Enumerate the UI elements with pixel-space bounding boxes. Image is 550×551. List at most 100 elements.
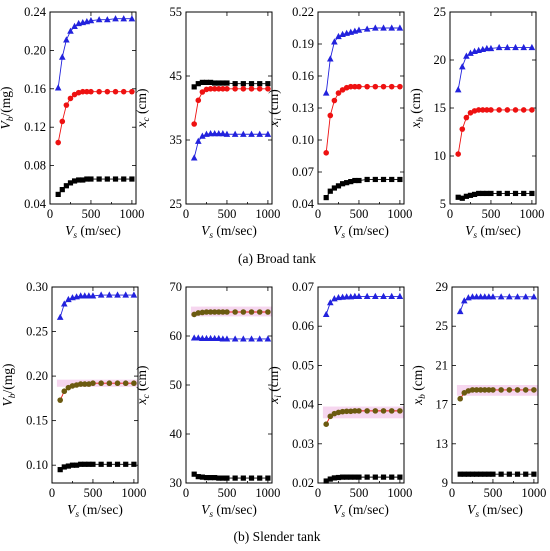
data-point: [114, 380, 121, 387]
data-point: [77, 381, 84, 387]
data-point: [199, 474, 205, 480]
y-tick-label: 0.10: [26, 458, 48, 472]
y-axis-label: xi (cm): [266, 89, 284, 128]
series-blue-triangle: [454, 43, 536, 93]
x-tick-label: 0: [183, 207, 189, 221]
data-point: [323, 150, 329, 156]
series-line: [325, 179, 400, 198]
y-tick-label: 30: [170, 476, 183, 490]
data-point: [207, 475, 214, 481]
data-point: [130, 291, 138, 298]
data-point: [388, 24, 396, 31]
x-tick-label: 500: [484, 486, 503, 500]
y-tick-label: 0.30: [26, 280, 48, 294]
data-point: [240, 81, 246, 87]
data-point: [380, 83, 387, 90]
data-point: [335, 90, 342, 96]
data-point: [256, 309, 263, 315]
data-point: [88, 88, 94, 95]
data-point: [191, 121, 197, 127]
data-point: [223, 335, 231, 342]
x-tick-label: 1000: [119, 207, 144, 221]
data-point: [265, 309, 271, 315]
data-point: [469, 387, 476, 393]
x-tick-label: 500: [84, 486, 103, 500]
series-blue-triangle: [190, 130, 272, 161]
plot-frame: [185, 11, 273, 205]
data-point: [488, 190, 494, 197]
series-olive-circle: [323, 408, 403, 428]
data-point: [76, 177, 82, 183]
chart-panel-b2: 0 500 1000 30 40 50 60 70 Vs (m/sec) xc (cm): [134, 280, 280, 520]
y-tick-label: 0.15: [26, 414, 48, 428]
data-point: [128, 15, 136, 22]
data-point: [58, 53, 66, 60]
data-point: [454, 86, 462, 93]
series-olive-circle: [191, 309, 271, 318]
data-point: [56, 313, 64, 320]
data-point: [257, 475, 263, 481]
data-point: [363, 25, 371, 32]
y-tick-label: 0.03: [292, 437, 314, 451]
series-blue-triangle: [54, 15, 136, 91]
data-point: [475, 107, 482, 113]
data-point: [224, 309, 230, 315]
data-point: [504, 107, 511, 113]
data-point: [496, 107, 502, 113]
data-point: [344, 180, 350, 186]
data-point: [372, 474, 378, 480]
data-point: [112, 88, 119, 95]
y-axis-label: Vb/(mg): [0, 87, 16, 130]
data-point: [215, 334, 223, 342]
data-point: [389, 176, 395, 183]
x-axis-label: Vs (m/sec): [333, 223, 389, 241]
y-tick-label: 0.20: [26, 369, 48, 383]
data-point: [514, 471, 521, 477]
x-tick-label: 0: [49, 486, 55, 500]
data-point: [129, 176, 135, 182]
y-axis-label: xc (cm): [134, 88, 152, 128]
series-black-square: [57, 461, 137, 473]
data-point: [232, 475, 238, 481]
data-point: [59, 187, 65, 193]
series-blue-triangle: [322, 292, 404, 318]
data-point: [484, 107, 490, 113]
x-tick-label: 500: [218, 486, 237, 500]
data-point: [73, 462, 80, 468]
data-point: [215, 86, 222, 92]
data-point: [63, 36, 70, 43]
data-point: [248, 335, 255, 342]
y-tick-label: 0.10: [292, 133, 314, 147]
y-tick-label: 5: [440, 197, 446, 211]
y-tick-label: 40: [170, 427, 183, 441]
series-olive-circle: [57, 380, 137, 403]
data-point: [89, 292, 97, 299]
y-tick-label: 0.05: [292, 358, 314, 372]
data-point: [529, 107, 535, 113]
data-point: [397, 176, 403, 183]
data-point: [203, 475, 210, 481]
data-point: [96, 88, 102, 95]
data-point: [380, 408, 387, 414]
series-red-circle: [55, 88, 135, 146]
data-point: [98, 380, 104, 387]
data-point: [363, 292, 371, 300]
data-point: [322, 310, 330, 318]
data-point: [90, 380, 96, 387]
data-point: [388, 408, 395, 414]
data-point: [372, 176, 378, 183]
data-point: [355, 26, 363, 33]
data-point: [478, 471, 484, 477]
highlight-band: [456, 385, 538, 396]
y-axis-label: xi (cm): [266, 366, 284, 405]
data-point: [531, 471, 537, 477]
data-point: [220, 86, 226, 92]
data-point: [106, 461, 112, 467]
data-point: [323, 421, 329, 428]
y-tick-label: 0.02: [292, 476, 314, 490]
series-black-square: [191, 471, 271, 481]
plot-frame: [49, 11, 137, 205]
y-tick-label: 0.16: [292, 69, 314, 83]
data-point: [60, 300, 68, 307]
y-axis-label: xc (cm): [134, 365, 152, 405]
